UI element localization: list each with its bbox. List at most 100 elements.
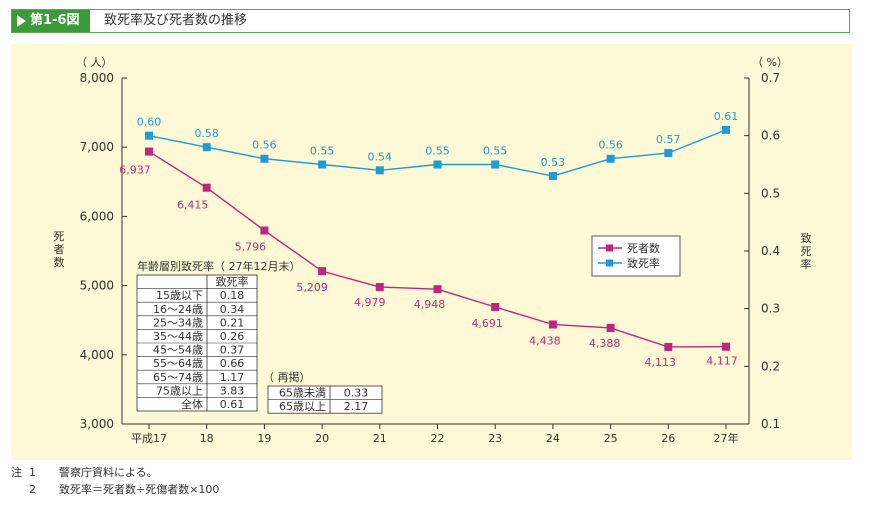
deaths-data-label: 5,796	[235, 241, 267, 254]
age-table-row-value: 0.26	[220, 330, 245, 343]
deaths-data-label: 4,979	[354, 296, 386, 309]
line-chart: 3,000 4,000 5,000 6,000 7,000 8,000 0.1 0.2 0.3 0…	[54, 56, 812, 445]
deaths-point	[318, 267, 327, 276]
age-table-row-value: 0.21	[220, 316, 245, 329]
deaths-data-label: 4,388	[589, 337, 621, 350]
fatality-rate-point	[318, 160, 327, 169]
age-table-row-value: 0.37	[220, 344, 245, 357]
figure-badge: 第1-6図	[12, 10, 90, 32]
deaths-data-label: 4,113	[645, 356, 677, 369]
right-tick-label: 0.6	[761, 129, 780, 143]
chart-axes	[121, 77, 750, 429]
figure-label: 第1-6図	[30, 13, 80, 28]
x-tick-label: 21	[373, 432, 387, 445]
fatality-rate-point	[260, 154, 269, 163]
left-tick-label: 5,000	[80, 279, 114, 293]
age-table-row-label: 45～54歳	[153, 344, 203, 357]
deaths-point	[664, 342, 673, 351]
figure-header: 第1-6図 致死率及び死者数の推移	[11, 9, 850, 33]
fatality-rate-data-label: 0.53	[541, 156, 566, 169]
deaths-point	[491, 302, 500, 311]
right-tick-label: 0.3	[761, 302, 780, 316]
right-tick-label: 0.7	[761, 71, 780, 85]
x-tick-label: 18	[200, 432, 214, 445]
axis-title-char: 死	[801, 245, 812, 258]
series-points	[145, 125, 730, 351]
recap-table-row-value: 0.33	[344, 387, 369, 400]
deaths-data-label: 4,948	[414, 298, 446, 311]
age-table-row-label: 全体	[181, 397, 203, 411]
left-tick-label: 8,000	[80, 71, 114, 85]
right-axis-title: 致死率	[801, 231, 812, 271]
axis-title-char: 者	[54, 243, 65, 256]
fatality-rate-data-label: 0.55	[310, 145, 335, 158]
axis-title-char: 死	[54, 230, 65, 243]
tick-labels: 3,000 4,000 5,000 6,000 7,000 8,000 0.1 0.2 0.3 0…	[54, 56, 812, 445]
right-tick-label: 0.5	[761, 186, 780, 200]
age-tables: 年齢層別致死率（ 27年12月末） 致死率 15歳以下 0.18 16～24歳 0.34 2…	[136, 259, 383, 414]
deaths-point	[433, 285, 442, 294]
age-table-row-label: 15歳以下	[156, 289, 203, 302]
fatality-rate-point	[433, 160, 442, 169]
age-table-row-label: 16～24歳	[153, 303, 203, 316]
left-tick-label: 3,000	[80, 417, 114, 431]
axis-title-char: 数	[54, 256, 65, 269]
x-tick-label: 23	[488, 432, 502, 445]
age-table-row-value: 0.18	[220, 289, 245, 302]
deaths-data-label: 4,438	[529, 334, 561, 347]
left-axis-title: 死者数	[54, 230, 65, 269]
fatality-rate-data-label: 0.56	[252, 139, 277, 152]
right-tick-label: 0.2	[761, 359, 780, 373]
left-tick-label: 4,000	[80, 348, 114, 362]
legend-marker	[606, 259, 613, 267]
footnote-1: 注 1 警察庁資料による。	[11, 464, 219, 481]
recap-table-title: （ 再掲）	[263, 370, 311, 384]
age-table-row-label: 25～34歳	[153, 316, 203, 329]
figure-title: 致死率及び死者数の推移	[104, 13, 248, 28]
fatality-rate-data-label: 0.57	[656, 133, 681, 146]
x-tick-label: 22	[431, 432, 445, 445]
footnote-number: 2	[29, 483, 36, 496]
right-tick-label: 0.4	[761, 244, 780, 258]
left-tick-label: 6,000	[80, 209, 114, 223]
left-unit-label: （ 人）	[76, 56, 113, 69]
deaths-point	[548, 320, 557, 329]
legend-label: 致死率	[627, 256, 660, 270]
deaths-point	[722, 342, 730, 351]
age-table-row-label: 35～44歳	[153, 330, 203, 343]
x-tick-label: 20	[315, 432, 329, 445]
recap-table-row-value: 2.17	[344, 400, 369, 413]
age-table-row-value: 0.61	[220, 398, 245, 411]
fatality-rate-data-label: 0.58	[194, 127, 219, 140]
age-table-row-value: 0.66	[220, 357, 245, 370]
left-tick-label: 7,000	[80, 140, 114, 154]
axis-title-char: 致	[801, 231, 812, 245]
legend-marker	[606, 244, 613, 252]
footnote-number: 1	[29, 466, 36, 479]
fatality-rate-point	[375, 166, 384, 175]
fatality-rate-data-label: 0.55	[425, 145, 450, 158]
age-table-header: 致死率	[216, 275, 249, 289]
footnote-lead: 注	[11, 466, 22, 479]
footnote-text: 警察庁資料による。	[59, 466, 158, 479]
fatality-rate-point	[548, 172, 557, 181]
recap-table-row-label: 65歳以上	[279, 400, 326, 413]
fatality-rate-point	[664, 148, 673, 157]
deaths-point	[202, 183, 211, 192]
x-tick-label: 26	[661, 432, 675, 445]
deaths-point	[260, 226, 269, 235]
fatality-rate-point	[145, 131, 153, 140]
age-table-row-value: 3.83	[220, 384, 245, 397]
footnote-text: 致死率＝死者数÷死傷者数×100	[59, 483, 220, 496]
age-table-row-label: 65～74歳	[153, 371, 203, 384]
age-table-row-value: 0.34	[220, 303, 245, 316]
x-tick-label: 27年	[714, 431, 739, 445]
age-table-title: 年齢層別致死率（ 27年12月末）	[137, 259, 301, 273]
age-table-row-value: 1.17	[220, 371, 245, 384]
x-tick-label: 19	[257, 432, 271, 445]
fatality-rate-point	[202, 143, 211, 152]
x-tick-label: 平成17	[131, 432, 167, 445]
right-unit-label: （ %）	[752, 56, 788, 69]
x-tick-label: 24	[546, 432, 560, 445]
